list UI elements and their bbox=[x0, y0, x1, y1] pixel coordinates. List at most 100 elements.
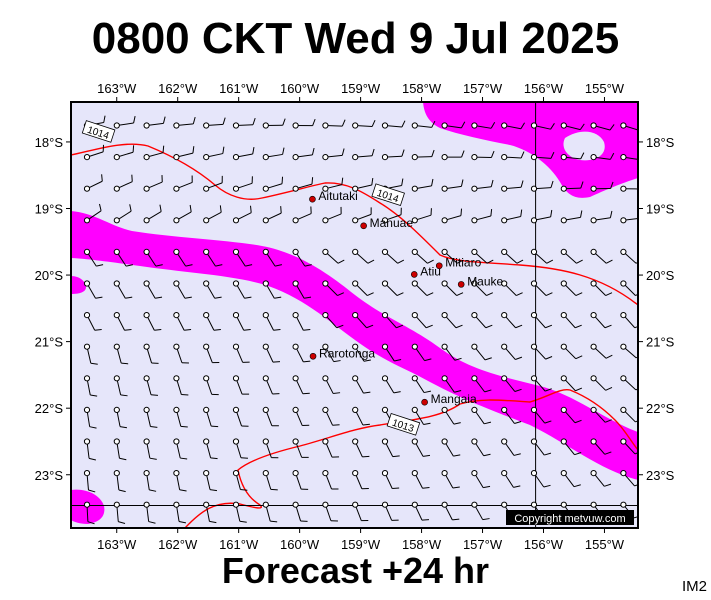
wind-barb bbox=[381, 248, 405, 264]
wind-barb bbox=[113, 501, 126, 525]
wind-barb bbox=[292, 206, 312, 224]
lon-tick-label-bottom: 161°W bbox=[219, 537, 259, 552]
wind-barb bbox=[232, 343, 250, 363]
wind-barb bbox=[441, 150, 465, 161]
wind-barb bbox=[441, 375, 462, 393]
wind-barb bbox=[173, 406, 188, 428]
wind-barb bbox=[322, 177, 344, 192]
wind-barb bbox=[83, 144, 105, 161]
wind-barb bbox=[203, 205, 222, 224]
wind-barb bbox=[411, 501, 430, 521]
wind-barb bbox=[411, 406, 431, 425]
wind-barb bbox=[83, 406, 97, 429]
lon-tick-label-bottom: 157°W bbox=[463, 537, 503, 552]
wind-barb bbox=[530, 122, 555, 130]
wind-barb bbox=[352, 501, 369, 522]
wind-barb bbox=[530, 375, 552, 392]
wind-barb bbox=[560, 470, 581, 488]
wind-barb bbox=[83, 501, 95, 525]
lat-tick-label-left: 18°S bbox=[35, 135, 64, 150]
wind-barb bbox=[173, 248, 193, 267]
wind-barb bbox=[322, 280, 345, 296]
wind-barb bbox=[590, 375, 613, 391]
wind-barb bbox=[471, 406, 492, 425]
wind-barb bbox=[471, 312, 493, 329]
wind-barb bbox=[411, 343, 432, 362]
wind-barb bbox=[83, 438, 96, 461]
wind-barb bbox=[83, 312, 102, 331]
wind-barb bbox=[262, 312, 281, 331]
lat-tick-label-left: 21°S bbox=[35, 335, 64, 350]
wind-barb bbox=[590, 248, 613, 264]
wind-barb bbox=[352, 406, 370, 426]
wind-barb bbox=[232, 147, 255, 161]
wind-barb bbox=[262, 406, 279, 427]
lon-tick-label-bottom: 159°W bbox=[341, 537, 381, 552]
wind-barb bbox=[530, 209, 553, 224]
wind-barb bbox=[560, 248, 583, 264]
wind-barb bbox=[292, 406, 310, 427]
wind-barb bbox=[471, 375, 492, 393]
wind-barb bbox=[113, 470, 126, 493]
wind-barb bbox=[113, 406, 128, 429]
lon-tick-label-bottom: 163°W bbox=[97, 537, 137, 552]
wind-barb bbox=[471, 209, 493, 224]
wind-barb bbox=[143, 116, 166, 129]
island-label: Atiu bbox=[420, 264, 441, 278]
wind-barb bbox=[411, 120, 436, 129]
wind-barb bbox=[381, 280, 404, 296]
island-marker: Mauke bbox=[457, 274, 504, 288]
wind-barb bbox=[173, 470, 187, 492]
wind-barb bbox=[173, 438, 188, 460]
wind-barb bbox=[203, 248, 223, 267]
wind-barb bbox=[411, 470, 430, 489]
wind-barb bbox=[381, 375, 401, 394]
wind-barb bbox=[471, 280, 494, 296]
wind-barb bbox=[530, 470, 551, 488]
wind-barb bbox=[173, 343, 189, 364]
wind-barb bbox=[203, 470, 218, 492]
wind-barb bbox=[232, 205, 252, 224]
wind-barb bbox=[113, 280, 133, 299]
wind-barb bbox=[530, 151, 555, 161]
wind-barb bbox=[143, 375, 159, 396]
wind-barb bbox=[322, 470, 339, 490]
wind-barb bbox=[113, 343, 129, 365]
wind-barbs bbox=[83, 115, 638, 525]
wind-barb bbox=[441, 179, 464, 192]
wind-barb bbox=[143, 204, 162, 224]
wind-barb bbox=[411, 248, 434, 264]
wind-barb bbox=[411, 375, 432, 394]
wind-barb bbox=[501, 248, 524, 264]
lat-tick-label-left: 20°S bbox=[35, 268, 64, 283]
wind-barb bbox=[83, 203, 102, 224]
lat-tick-label-left: 19°S bbox=[35, 202, 64, 217]
lon-tick-label-top: 159°W bbox=[341, 81, 381, 96]
wind-band-left-stub bbox=[71, 276, 86, 294]
wind-barb bbox=[620, 375, 638, 391]
island-label: Rarotonga bbox=[319, 346, 375, 360]
island-marker: Mitiaro bbox=[435, 256, 482, 270]
wind-barb bbox=[352, 248, 375, 264]
wind-barb bbox=[441, 406, 461, 425]
wind-barb bbox=[590, 438, 612, 455]
wind-barb bbox=[352, 438, 370, 458]
wind-barb bbox=[560, 375, 583, 392]
wind-barb bbox=[501, 470, 521, 488]
wind-barb bbox=[143, 470, 157, 492]
island-label: Mangaia bbox=[431, 392, 477, 406]
wind-barb bbox=[590, 181, 614, 192]
wind-barb bbox=[292, 438, 309, 458]
lat-tick-label-right: 21°S bbox=[646, 335, 675, 350]
wind-barb bbox=[560, 438, 582, 456]
wind-barb bbox=[501, 180, 524, 192]
wind-barb bbox=[203, 280, 222, 299]
wind-barb bbox=[471, 438, 491, 457]
wind-barb bbox=[501, 312, 523, 329]
wind-barb bbox=[292, 248, 312, 267]
wind-barb bbox=[262, 118, 286, 129]
wind-barb bbox=[501, 122, 525, 130]
island-label: Mitiaro bbox=[445, 256, 481, 270]
lon-tick-label-top: 157°W bbox=[463, 81, 503, 96]
